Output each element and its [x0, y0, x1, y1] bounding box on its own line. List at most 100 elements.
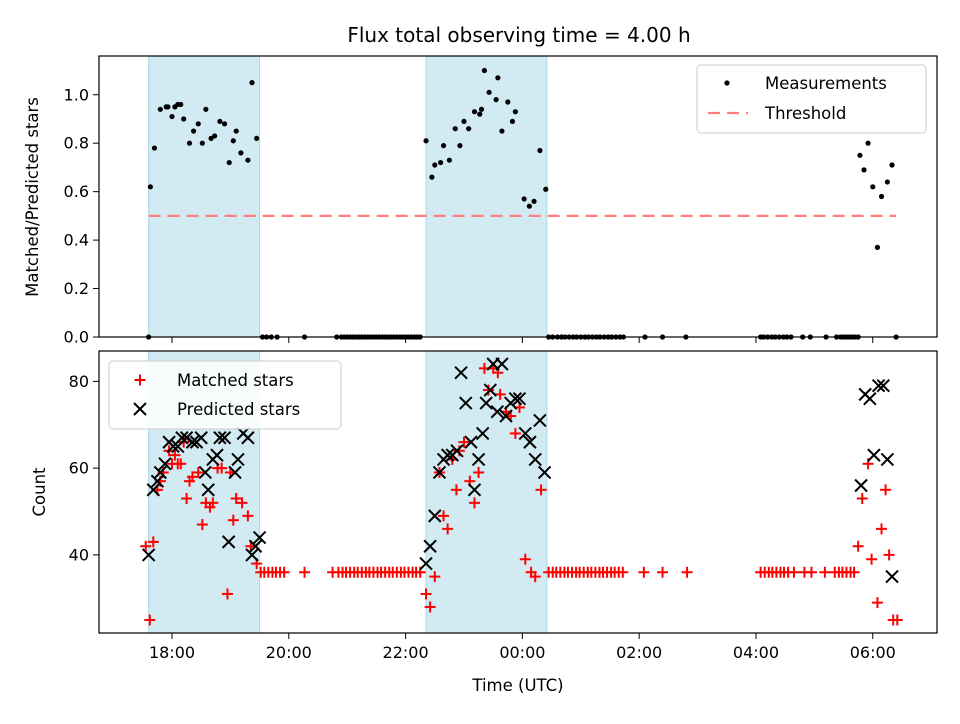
- matched-star-point: [438, 510, 450, 522]
- measurement-point: [432, 162, 438, 168]
- matched-star-point: [424, 601, 436, 613]
- ratio-y-label: Matched/Predicted stars: [23, 97, 42, 297]
- measurement-point: [147, 184, 153, 190]
- predicted-stars-points: [141, 357, 899, 584]
- measurement-point: [195, 121, 201, 127]
- measurement-point: [423, 138, 429, 144]
- measurement-point: [446, 157, 452, 163]
- ratio-panel: 0.0 0.2 0.4 0.6 0.8 1.0 Matched/Predicted sta…: [23, 55, 938, 347]
- matched-star-point: [216, 462, 228, 474]
- matched-star-point: [140, 540, 152, 552]
- measurement-point: [230, 138, 236, 144]
- matched-star-point: [788, 566, 800, 578]
- measurement-point: [878, 193, 885, 200]
- predicted-star-point: [880, 452, 895, 467]
- predicted-star-point: [158, 457, 172, 471]
- predicted-star-point: [210, 448, 224, 462]
- measurement-point: [191, 128, 197, 134]
- matched-star-point: [181, 493, 193, 505]
- count-y-label: Count: [30, 467, 49, 517]
- predicted-star-point: [867, 448, 881, 462]
- predicted-star-point: [495, 357, 509, 371]
- ratio-legend: Measurements Threshold: [696, 64, 927, 134]
- matched-star-point: [450, 484, 462, 496]
- matched-star-point: [221, 588, 233, 600]
- predicted-star-point: [885, 569, 899, 584]
- matched-legend-label: Matched stars: [177, 371, 294, 390]
- matched-star-point: [519, 553, 531, 565]
- predicted-star-point: [523, 435, 537, 449]
- measurement-point: [169, 113, 175, 120]
- predicted-star-point: [432, 465, 447, 480]
- measurement-point: [233, 128, 239, 134]
- y-tick-label: 0.8: [64, 134, 89, 153]
- measurement-point: [466, 126, 472, 132]
- predicted-star-point: [464, 435, 478, 449]
- matched-star-point: [429, 571, 441, 583]
- predicted-star-point: [871, 379, 886, 393]
- measurement-point: [186, 140, 193, 146]
- matched-star-point: [468, 497, 480, 509]
- predicted-star-point: [221, 535, 236, 549]
- measurement-point: [221, 121, 228, 127]
- measurement-point: [495, 75, 501, 81]
- predicted-star-point: [423, 539, 437, 553]
- measurement-point: [452, 126, 458, 132]
- predicted-star-point: [146, 483, 161, 497]
- measurement-point: [438, 159, 444, 166]
- y-tick-label: 0.6: [64, 182, 89, 201]
- predicted-star-point: [185, 435, 200, 449]
- measurement-point: [499, 128, 505, 134]
- measurement-point: [486, 89, 492, 95]
- observing-window: [425, 55, 548, 338]
- measurement-point: [512, 109, 518, 115]
- count-legend: Matched stars Predicted stars: [108, 360, 342, 430]
- measurement-point: [526, 203, 532, 209]
- matched-star-point: [169, 449, 181, 461]
- observing-windows-top: [148, 55, 548, 338]
- predicted-star-point: [231, 452, 245, 467]
- predicted-star-point: [153, 465, 168, 480]
- matched-star-point: [175, 458, 187, 470]
- measurement-point: [249, 80, 255, 86]
- predicted-star-point: [228, 465, 242, 480]
- measurement-point: [861, 167, 867, 173]
- count-panel-frame: [98, 350, 938, 634]
- predicted-star-point: [537, 465, 552, 480]
- count-panel: 40 60 80 18:00 20:00 22:00 00:00 02:00 04:00 06:…: [30, 350, 938, 695]
- measurement-point: [212, 133, 218, 139]
- predicted-legend-label: Predicted stars: [177, 400, 300, 419]
- measurement-point: [181, 116, 187, 122]
- matched-star-point: [192, 466, 204, 478]
- measurement-point: [178, 101, 184, 108]
- measurement-point: [157, 106, 163, 112]
- predicted-star-point: [217, 431, 232, 445]
- predicted-star-point: [179, 431, 194, 445]
- predicted-star-point: [475, 426, 490, 441]
- matched-star-point: [871, 597, 883, 609]
- matched-star-point: [852, 540, 864, 552]
- predicted-star-point: [518, 426, 533, 441]
- predicted-star-point: [175, 431, 189, 445]
- matched-star-point: [657, 566, 669, 578]
- matched-star-point: [227, 514, 239, 526]
- predicted-star-point: [490, 405, 504, 419]
- x-tick-label: 20:00: [266, 643, 312, 662]
- predicted-star-point: [419, 556, 433, 571]
- matched-star-point: [876, 523, 888, 535]
- measurement-point: [531, 198, 537, 204]
- measurement-point: [884, 179, 890, 185]
- matched-star-point: [638, 566, 650, 578]
- measurement-point: [509, 118, 516, 125]
- matched-star-point: [473, 466, 485, 478]
- threshold-legend-label: Threshold: [764, 104, 846, 123]
- matched-star-point: [186, 471, 198, 483]
- predicted-star-point: [483, 383, 497, 397]
- matched-star-point: [494, 388, 506, 400]
- measurement-point: [870, 184, 876, 190]
- predicted-star-point: [150, 474, 165, 488]
- predicted-star-point: [467, 483, 482, 497]
- predicted-star-point: [471, 452, 486, 467]
- matched-star-point: [278, 566, 290, 578]
